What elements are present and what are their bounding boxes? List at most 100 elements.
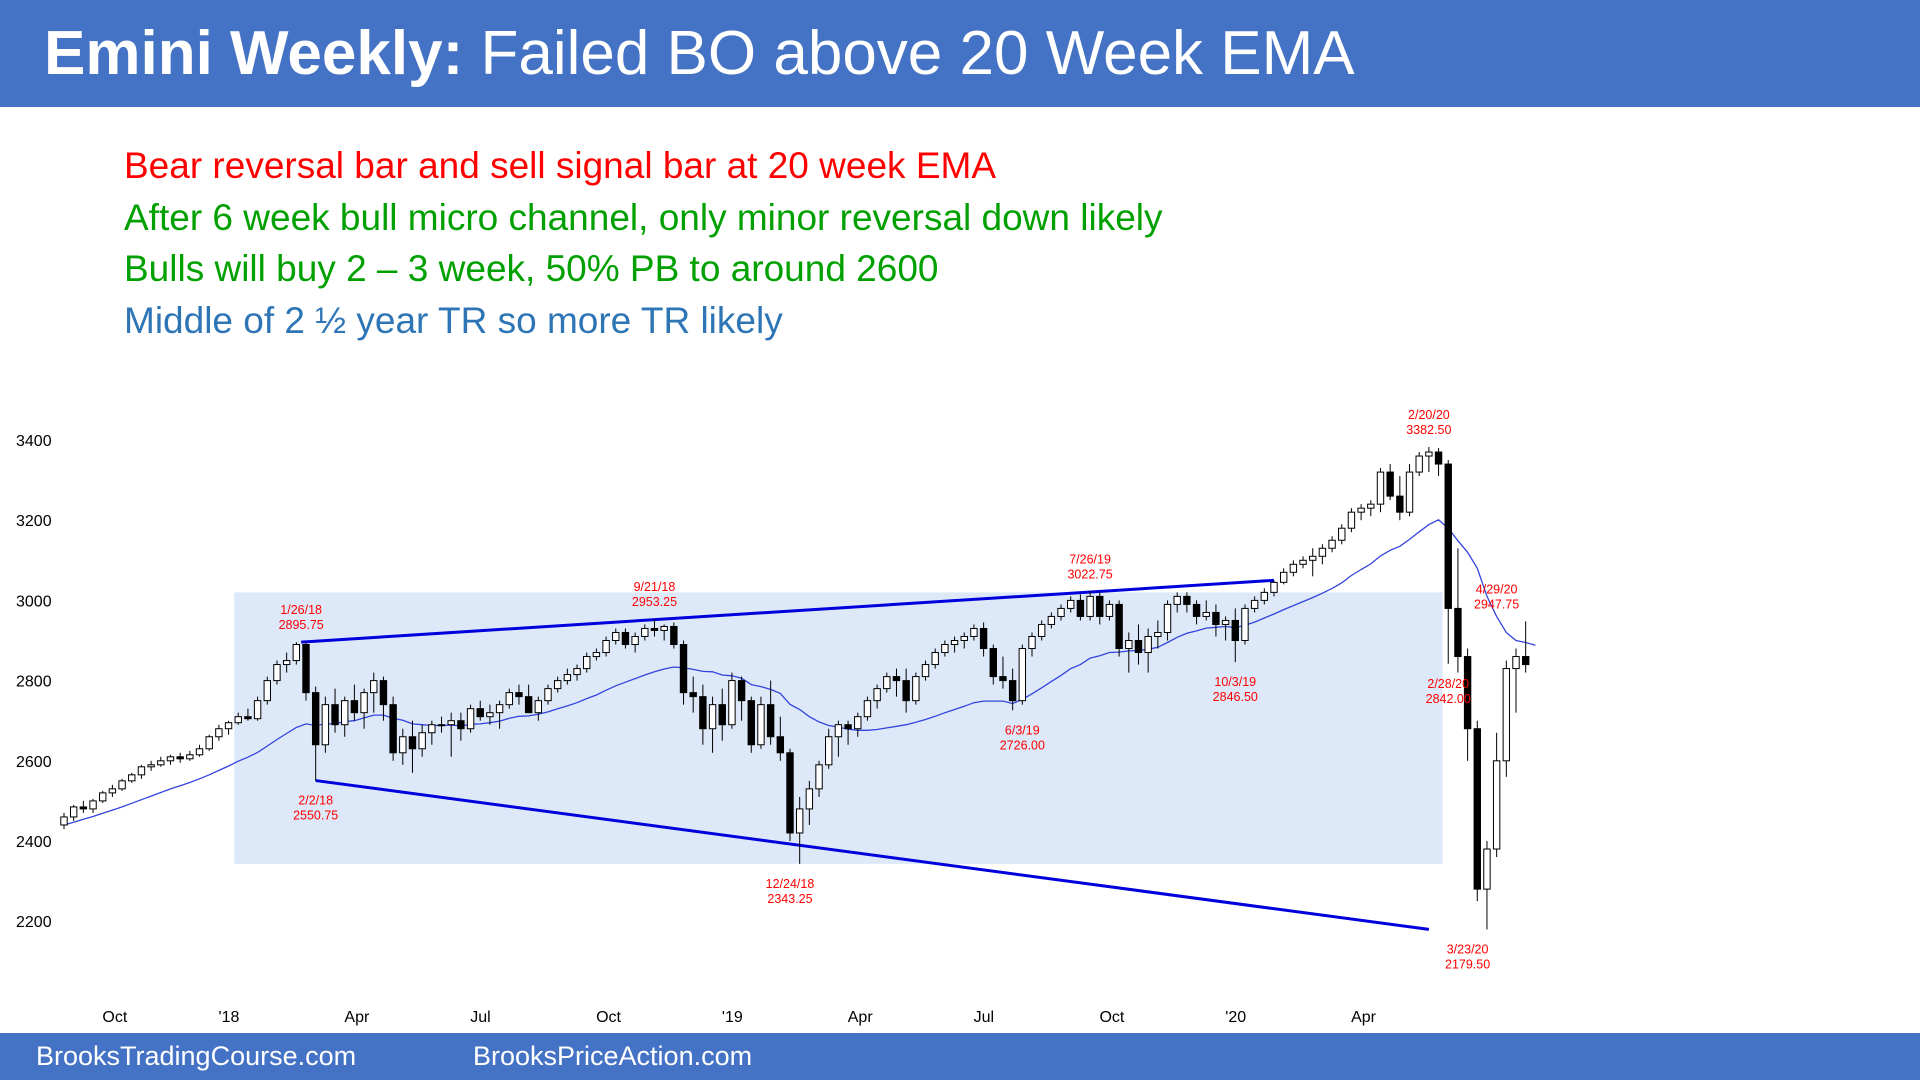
x-tick-label: Apr bbox=[1351, 1009, 1377, 1026]
bull-candle bbox=[321, 704, 330, 746]
footer-link-trading-course[interactable]: BrooksTradingCourse.com bbox=[36, 1041, 357, 1071]
title-bold: Emini Weekly: bbox=[44, 19, 464, 88]
bull-candle bbox=[795, 808, 804, 834]
bull-candle bbox=[583, 656, 591, 670]
annotation-value: 3022.75 bbox=[1067, 567, 1112, 581]
bull-candle bbox=[1260, 591, 1269, 601]
bull-candle bbox=[1309, 555, 1317, 561]
bull-candle bbox=[1250, 599, 1259, 609]
bear-candle bbox=[679, 644, 688, 694]
bear-candle bbox=[621, 631, 630, 646]
annotation-date: 4/29/20 bbox=[1476, 582, 1518, 596]
bull-candle bbox=[428, 724, 436, 734]
annotation-date: 2/28/20 bbox=[1427, 677, 1469, 691]
bull-candle bbox=[1299, 559, 1307, 565]
bull-candle bbox=[157, 760, 165, 766]
bear-candle bbox=[776, 736, 785, 754]
bull-candle bbox=[418, 732, 426, 750]
bull-candle bbox=[602, 640, 610, 654]
bull-candle bbox=[495, 704, 504, 714]
bull-candle bbox=[1057, 607, 1065, 617]
annotation-value: 2179.50 bbox=[1445, 957, 1490, 971]
annotation-date: 1/26/18 bbox=[280, 603, 322, 617]
bull-candle bbox=[147, 764, 155, 768]
bull-candle bbox=[563, 674, 572, 682]
bear-candle bbox=[689, 692, 697, 698]
bull-candle bbox=[1047, 615, 1056, 625]
bull-candle bbox=[60, 816, 68, 826]
annotation-date: 9/21/18 bbox=[634, 580, 676, 594]
x-tick-label: Oct bbox=[596, 1009, 621, 1026]
bear-candle bbox=[311, 692, 320, 746]
bull-candle bbox=[1502, 668, 1511, 762]
bull-candle bbox=[660, 625, 668, 631]
bull-candle bbox=[282, 660, 291, 666]
bull-candle bbox=[1318, 547, 1327, 557]
bull-candle bbox=[1221, 619, 1230, 625]
bear-candle bbox=[1454, 607, 1462, 658]
bull-candle bbox=[592, 652, 601, 658]
bull-candle bbox=[1512, 656, 1520, 670]
bull-candle bbox=[921, 664, 930, 678]
x-tick-label: Oct bbox=[102, 1009, 127, 1026]
bull-candle bbox=[534, 700, 543, 714]
bull-candle bbox=[815, 764, 823, 790]
note-3: Bulls will buy 2 – 3 week, 50% PB to aro… bbox=[124, 248, 939, 289]
bull-candle bbox=[1270, 581, 1278, 593]
bear-candle bbox=[786, 752, 794, 834]
annotation-value: 2846.50 bbox=[1213, 690, 1258, 704]
bull-candle bbox=[486, 712, 494, 718]
footer-link-price-action[interactable]: BrooksPriceAction.com bbox=[473, 1041, 753, 1071]
bull-candle bbox=[437, 724, 446, 727]
bear-candle bbox=[389, 704, 397, 754]
bull-candle bbox=[941, 644, 949, 654]
bull-candle bbox=[1492, 760, 1501, 850]
trend-line bbox=[315, 779, 1430, 931]
bull-candle bbox=[1405, 471, 1414, 513]
y-tick-label: 3000 bbox=[16, 593, 52, 610]
bear-candle bbox=[902, 680, 910, 702]
bull-candle bbox=[1154, 631, 1162, 637]
bear-candle bbox=[699, 696, 707, 730]
bull-candle bbox=[1289, 563, 1298, 573]
bull-candle bbox=[573, 668, 581, 676]
bull-candle bbox=[69, 806, 78, 818]
bull-candle bbox=[854, 716, 862, 730]
annotation-date: 2/2/18 bbox=[298, 794, 333, 808]
bull-candle bbox=[883, 676, 891, 690]
bull-candle bbox=[641, 627, 649, 637]
bear-candle bbox=[1386, 471, 1394, 497]
annotation-value: 2947.75 bbox=[1474, 597, 1519, 611]
bull-candle bbox=[1279, 571, 1288, 583]
bear-candle bbox=[979, 627, 988, 650]
bear-candle bbox=[1183, 595, 1191, 605]
bear-candle bbox=[1212, 611, 1220, 625]
bear-candle bbox=[515, 692, 523, 698]
bull-candle bbox=[825, 736, 833, 766]
bull-candle bbox=[118, 780, 126, 790]
bull-candle bbox=[215, 728, 223, 738]
bull-candle bbox=[1483, 848, 1491, 890]
bear-candle bbox=[244, 716, 252, 720]
bull-candle bbox=[757, 704, 765, 746]
bear-candle bbox=[1134, 640, 1143, 654]
commentary: Bear reversal bar and sell signal bar at… bbox=[124, 140, 1163, 346]
bear-candle bbox=[1473, 728, 1481, 890]
bull-candle bbox=[1163, 603, 1172, 633]
bull-candle bbox=[873, 688, 881, 702]
bull-candle bbox=[370, 680, 378, 694]
y-tick-label: 2400 bbox=[16, 834, 52, 851]
bear-candle bbox=[176, 756, 184, 760]
bull-candle bbox=[89, 800, 97, 810]
bull-candle bbox=[863, 700, 872, 718]
x-tick-label: '19 bbox=[722, 1009, 743, 1026]
bull-candle bbox=[1018, 648, 1027, 702]
bear-candle bbox=[1463, 656, 1472, 730]
y-tick-label: 3200 bbox=[16, 513, 52, 530]
bull-candle bbox=[1357, 507, 1365, 513]
bull-candle bbox=[108, 788, 117, 794]
bull-candle bbox=[466, 708, 475, 730]
bull-candle bbox=[1037, 623, 1046, 637]
bear-candle bbox=[408, 736, 417, 750]
bear-candle bbox=[737, 680, 746, 702]
